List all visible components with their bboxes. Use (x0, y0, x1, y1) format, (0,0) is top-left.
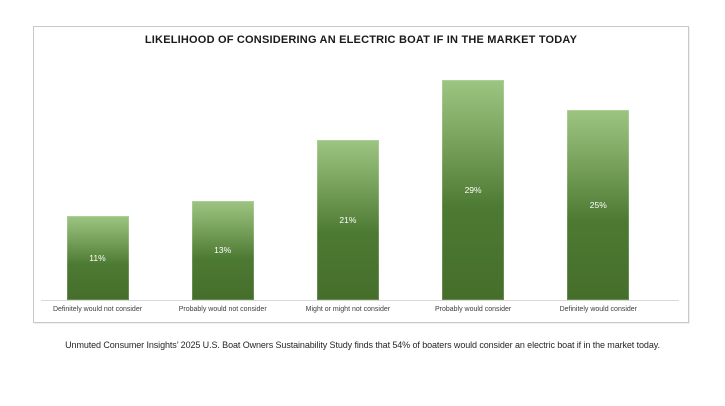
category-label: Probably would not consider (178, 306, 267, 313)
source-caption: Unmuted Consumer Insights’ 2025 U.S. Boa… (65, 340, 660, 350)
bar: 11% (66, 216, 129, 300)
bar-value-label: 25% (589, 199, 607, 210)
bar-value-label: 11% (89, 252, 106, 263)
category-label: Definitely would not consider (52, 306, 143, 313)
bar-value-label: 13% (214, 245, 232, 256)
chart-title: LIKELIHOOD OF CONSIDERING AN ELECTRIC BO… (144, 34, 578, 46)
bar: 29% (442, 80, 505, 300)
category-label: Might or might not consider (305, 306, 391, 313)
chart-panel: LIKELIHOOD OF CONSIDERING AN ELECTRIC BO… (33, 26, 689, 323)
category-label: Definitely would consider (559, 306, 638, 313)
x-axis-line (41, 300, 679, 301)
category-label: Probably would consider (434, 306, 512, 313)
bar-value-label: 29% (464, 184, 482, 195)
bar: 13% (191, 201, 254, 300)
bar: 21% (316, 140, 379, 300)
plot-area: 11% Definitely would not consider 13% Pr… (34, 27, 688, 322)
bar-value-label: 21% (339, 214, 357, 225)
bar: 25% (567, 110, 630, 300)
